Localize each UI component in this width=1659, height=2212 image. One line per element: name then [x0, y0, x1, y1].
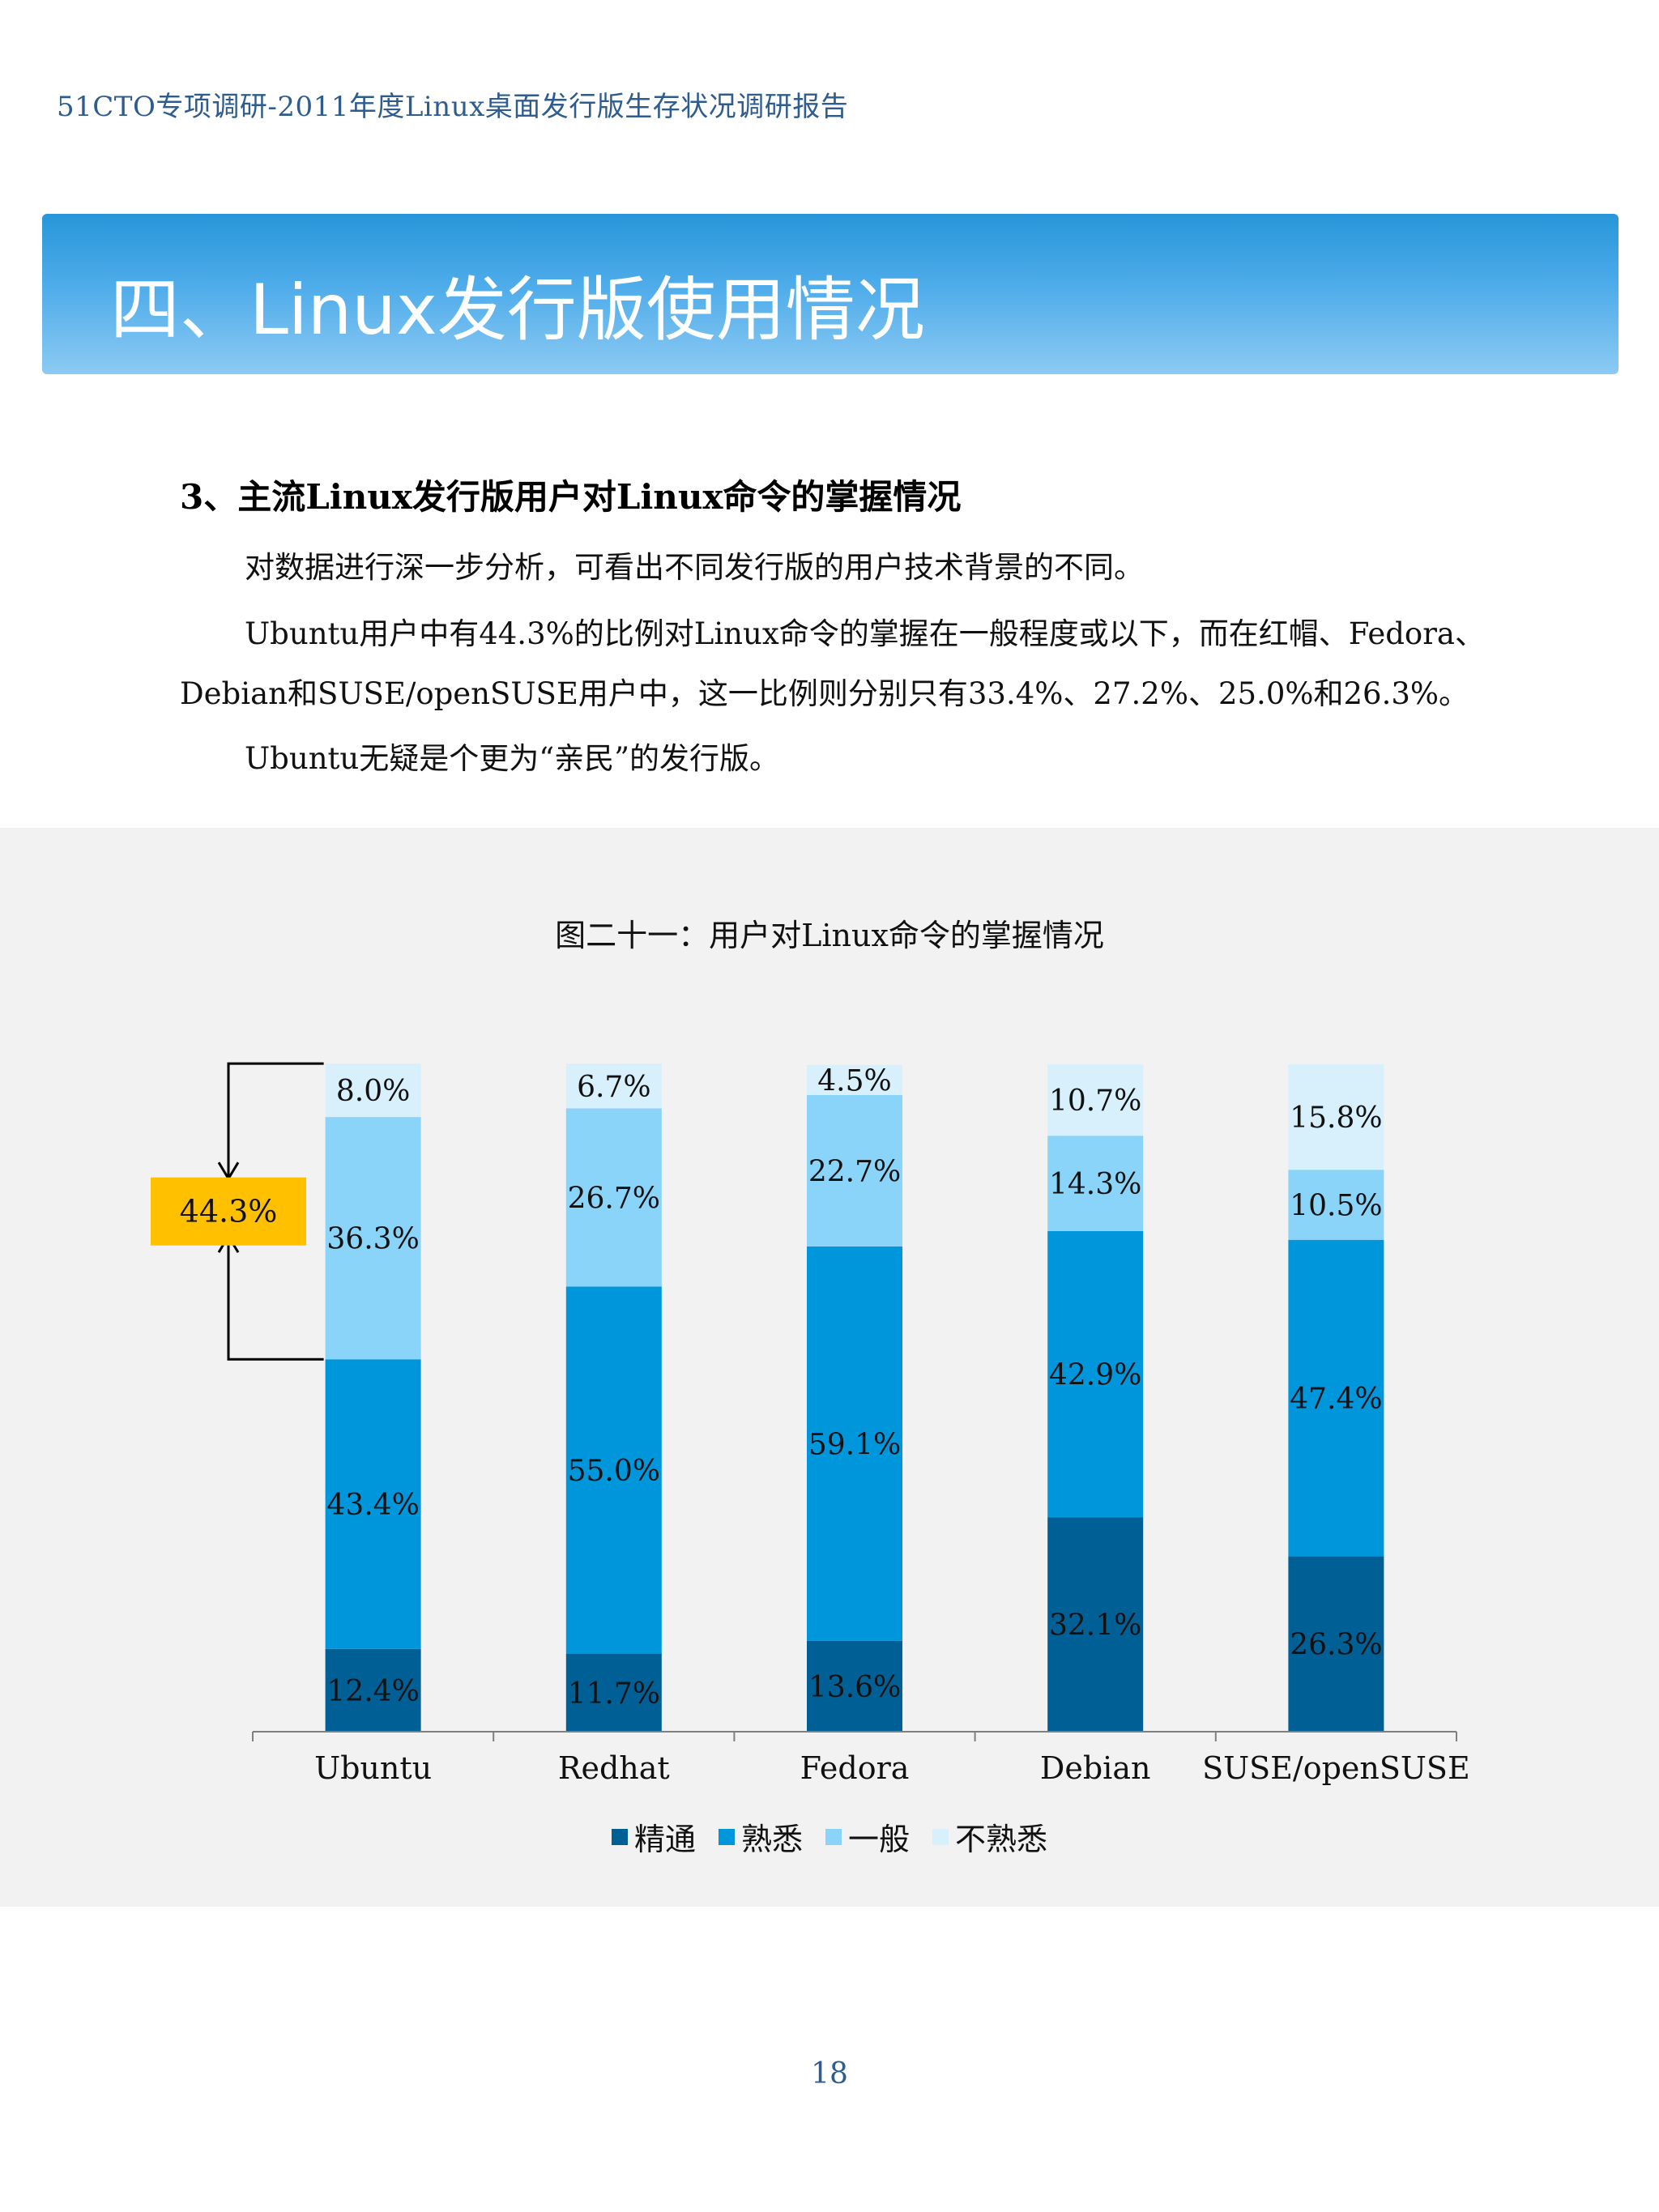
bar-fedora-3 — [807, 1094, 902, 1247]
data-label: 4.5% — [817, 1064, 891, 1097]
bar-redhat-4 — [565, 1063, 662, 1109]
bar-fedora-1 — [807, 1640, 902, 1732]
legend-item: 精通 — [611, 1814, 696, 1859]
paragraph-3: Ubuntu无疑是个更为“亲民”的发行版。 — [245, 741, 780, 776]
bar-suseopensuse-1 — [1288, 1556, 1384, 1732]
legend-swatch — [611, 1828, 628, 1845]
bar-debian-4 — [1047, 1064, 1144, 1136]
bar-ubuntu-3 — [325, 1117, 421, 1360]
legend-label: 一般 — [848, 1822, 911, 1857]
bar-suseopensuse-4 — [1288, 1064, 1384, 1170]
x-tick-label: Debian — [1040, 1750, 1151, 1786]
data-label: 26.3% — [1290, 1629, 1382, 1662]
chart-title: 图二十一：用户对Linux命令的掌握情况 — [555, 918, 1104, 953]
data-label: 11.7% — [568, 1677, 660, 1711]
annotation-bracket-bottom — [227, 1238, 324, 1361]
data-label: 10.7% — [1049, 1085, 1141, 1118]
paragraph-1: 对数据进行深一步分析，可看出不同发行版的用户技术背景的不同。 — [245, 550, 1144, 585]
legend-swatch — [718, 1828, 735, 1845]
legend-label: 熟悉 — [740, 1822, 803, 1857]
section-title: 四、Linux发行版使用情况 — [110, 270, 925, 351]
paragraph-2-line-2: Debian和SUSE/openSUSE用户中，这一比例则分别只有33.4%、2… — [180, 676, 1469, 711]
legend-item: 不熟悉 — [932, 1814, 1047, 1859]
data-label: 55.0% — [568, 1455, 660, 1488]
bar-suseopensuse-2 — [1288, 1239, 1384, 1557]
data-label: 12.4% — [326, 1675, 419, 1708]
x-tick-label: Redhat — [558, 1750, 670, 1786]
legend-item: 熟悉 — [718, 1814, 803, 1859]
data-label: 42.9% — [1049, 1359, 1141, 1392]
annotation-box — [151, 1177, 306, 1246]
data-label: 6.7% — [577, 1071, 650, 1104]
annotation-bracket-top — [227, 1062, 324, 1178]
annotation-label: 44.3% — [180, 1194, 278, 1230]
data-label: 43.4% — [326, 1489, 419, 1522]
subsection-heading: 3、主流Linux发行版用户对Linux命令的掌握情况 — [180, 477, 962, 517]
bar-redhat-2 — [565, 1286, 662, 1654]
bar-fedora-4 — [807, 1064, 902, 1095]
bar-ubuntu-1 — [325, 1648, 421, 1732]
data-label: 22.7% — [808, 1155, 901, 1188]
bar-debian-3 — [1047, 1136, 1144, 1231]
legend-item: 一般 — [825, 1814, 910, 1859]
data-label: 13.6% — [808, 1671, 901, 1704]
data-label: 47.4% — [1290, 1383, 1382, 1416]
data-label: 8.0% — [336, 1075, 410, 1108]
bar-ubuntu-4 — [325, 1063, 421, 1118]
bar-fedora-2 — [807, 1246, 902, 1641]
bar-debian-1 — [1047, 1517, 1144, 1732]
x-tick-label: SUSE/openSUSE — [1202, 1750, 1470, 1786]
x-tick-label: Fedora — [800, 1750, 910, 1786]
data-label: 10.5% — [1290, 1189, 1382, 1222]
legend-swatch — [825, 1828, 842, 1845]
bar-debian-2 — [1047, 1231, 1144, 1518]
bar-ubuntu-2 — [325, 1359, 421, 1649]
data-label: 32.1% — [1049, 1609, 1141, 1643]
bar-redhat-3 — [565, 1108, 662, 1287]
legend-label: 不熟悉 — [955, 1822, 1048, 1857]
paragraph-2-line-1: Ubuntu用户中有44.3%的比例对Linux命令的掌握在一般程度或以下，而在… — [245, 616, 1485, 651]
data-label: 36.3% — [326, 1223, 419, 1256]
data-label: 14.3% — [1049, 1168, 1141, 1201]
bar-redhat-1 — [565, 1653, 662, 1732]
legend-swatch — [932, 1828, 949, 1845]
legend-label: 精通 — [633, 1822, 696, 1857]
bar-suseopensuse-3 — [1288, 1170, 1384, 1240]
data-label: 15.8% — [1290, 1102, 1382, 1135]
stacked-bar-chart: 12.4% 43.4% 36.3% 8.0% Ubuntu 11.7% 55.0% 26.7%… — [151, 1062, 1470, 1786]
x-tick-label: Ubuntu — [314, 1750, 432, 1786]
page-number: 18 — [811, 2057, 848, 2091]
data-label: 59.1% — [808, 1428, 901, 1461]
running-header: 51CTO专项调研-2011年度Linux桌面发行版生存状况调研报告 — [57, 91, 849, 123]
data-label: 26.7% — [568, 1182, 660, 1215]
section-banner: 四、Linux发行版使用情况 — [42, 214, 1618, 374]
chart-legend: 精通 熟悉 一般 不熟悉 — [0, 1814, 1659, 1859]
